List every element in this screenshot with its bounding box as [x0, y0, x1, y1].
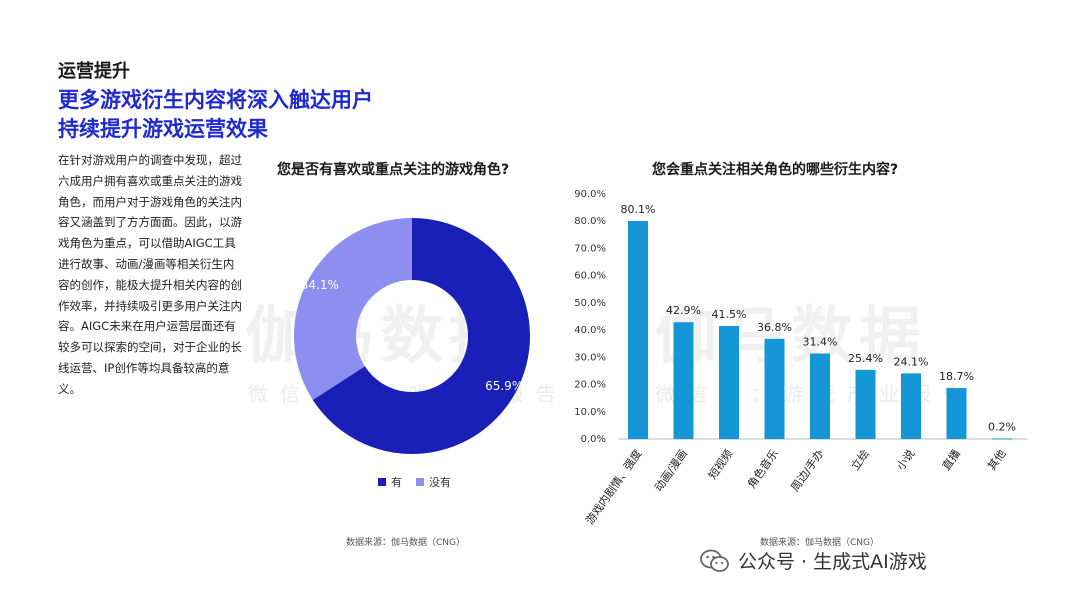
bar-0 — [628, 220, 648, 439]
y-tick-label: 60.0% — [574, 271, 606, 282]
bar-4 — [810, 353, 830, 439]
x-tick-label: 游戏内剧情、强度 — [583, 447, 645, 527]
x-tick-label: 角色音乐 — [744, 447, 781, 491]
donut-source: 数据来源：伽马数据（CNG） — [346, 538, 465, 548]
y-tick-label: 20.0% — [574, 380, 606, 391]
bar-5 — [855, 369, 876, 439]
x-tick-label: 立绘 — [848, 447, 872, 473]
x-tick-label: 其他 — [985, 447, 1008, 472]
body-paragraph: 在针对游戏用户的调查中发现，超过六成用户拥有喜欢或重点关注的游戏角色，而用户对于… — [58, 153, 242, 396]
footer-text: 公众号 · 生成式AI游戏 — [738, 551, 927, 573]
bar-value-label: 41.5% — [712, 308, 747, 321]
bar-value-label: 25.4% — [848, 352, 883, 365]
headline-line-2: 持续提升游戏运营效果 — [58, 117, 268, 141]
legend-swatch-yes — [378, 478, 386, 486]
donut-label-0: 65.9% — [485, 379, 523, 393]
bar-6 — [901, 373, 921, 439]
legend-item-no: 没有 — [416, 474, 451, 490]
footer: 公众号 · 生成式AI游戏 — [700, 547, 927, 574]
bar-1 — [673, 322, 694, 439]
x-tick-label: 直播 — [939, 447, 963, 473]
bar-value-label: 36.8% — [757, 321, 792, 334]
y-tick-label: 90.0% — [574, 189, 606, 200]
x-tick-label: 短视频 — [705, 447, 735, 482]
y-tick-label: 40.0% — [574, 325, 606, 336]
donut-chart-title: 您是否有喜欢或重点关注的游戏角色? — [277, 162, 510, 178]
y-tick-label: 80.0% — [574, 216, 606, 227]
legend-swatch-no — [416, 478, 424, 486]
y-tick-label: 0.0% — [581, 434, 606, 445]
donut-chart: 65.9% 34.1% — [294, 218, 530, 454]
page-headline: 更多游戏衍生内容将深入触达用户 持续提升游戏运营效果 — [58, 86, 373, 144]
x-tick-label: 动画/漫画 — [651, 447, 690, 494]
bar-value-label: 31.4% — [803, 336, 838, 349]
legend-label-no: 没有 — [429, 476, 451, 489]
legend-item-yes: 有 — [378, 474, 402, 490]
section-label: 运营提升 — [58, 61, 130, 82]
bar-value-label: 80.1% — [621, 203, 656, 216]
bar-chart: 0.0% 10.0% 20.0% 30.0% 40.0% 50.0% 60.0% 70.0% 8… — [574, 189, 1028, 527]
bar-3 — [764, 338, 785, 439]
y-tick-label: 70.0% — [574, 243, 606, 254]
y-tick-label: 10.0% — [574, 407, 606, 418]
donut-legend: 有 没有 — [378, 474, 451, 490]
bar-value-label: 18.7% — [939, 370, 974, 383]
bar-7 — [946, 388, 967, 439]
legend-label-yes: 有 — [391, 476, 402, 489]
donut-slice-1 — [294, 218, 412, 400]
y-tick-label: 50.0% — [574, 298, 606, 309]
bar-value-label: 0.2% — [988, 420, 1016, 433]
bar-source: 数据来源：伽马数据（CNG） — [760, 538, 879, 548]
donut-label-1: 34.1% — [301, 278, 339, 292]
bar-2 — [719, 326, 739, 439]
headline-line-1: 更多游戏衍生内容将深入触达用户 — [58, 88, 373, 112]
donut-slice-0 — [312, 218, 530, 454]
x-tick-label: 周边/手办 — [788, 447, 827, 494]
bar-value-label: 24.1% — [894, 355, 929, 368]
x-tick-label: 小说 — [893, 447, 917, 473]
watermark-right: 伽马数据 — [655, 299, 928, 372]
wechat-icon — [700, 549, 729, 572]
y-tick-label: 30.0% — [574, 352, 606, 363]
bar-value-label: 42.9% — [666, 304, 701, 317]
bar-chart-title: 您会重点关注相关角色的哪些衍生内容? — [652, 162, 899, 178]
bar-8 — [992, 438, 1012, 440]
